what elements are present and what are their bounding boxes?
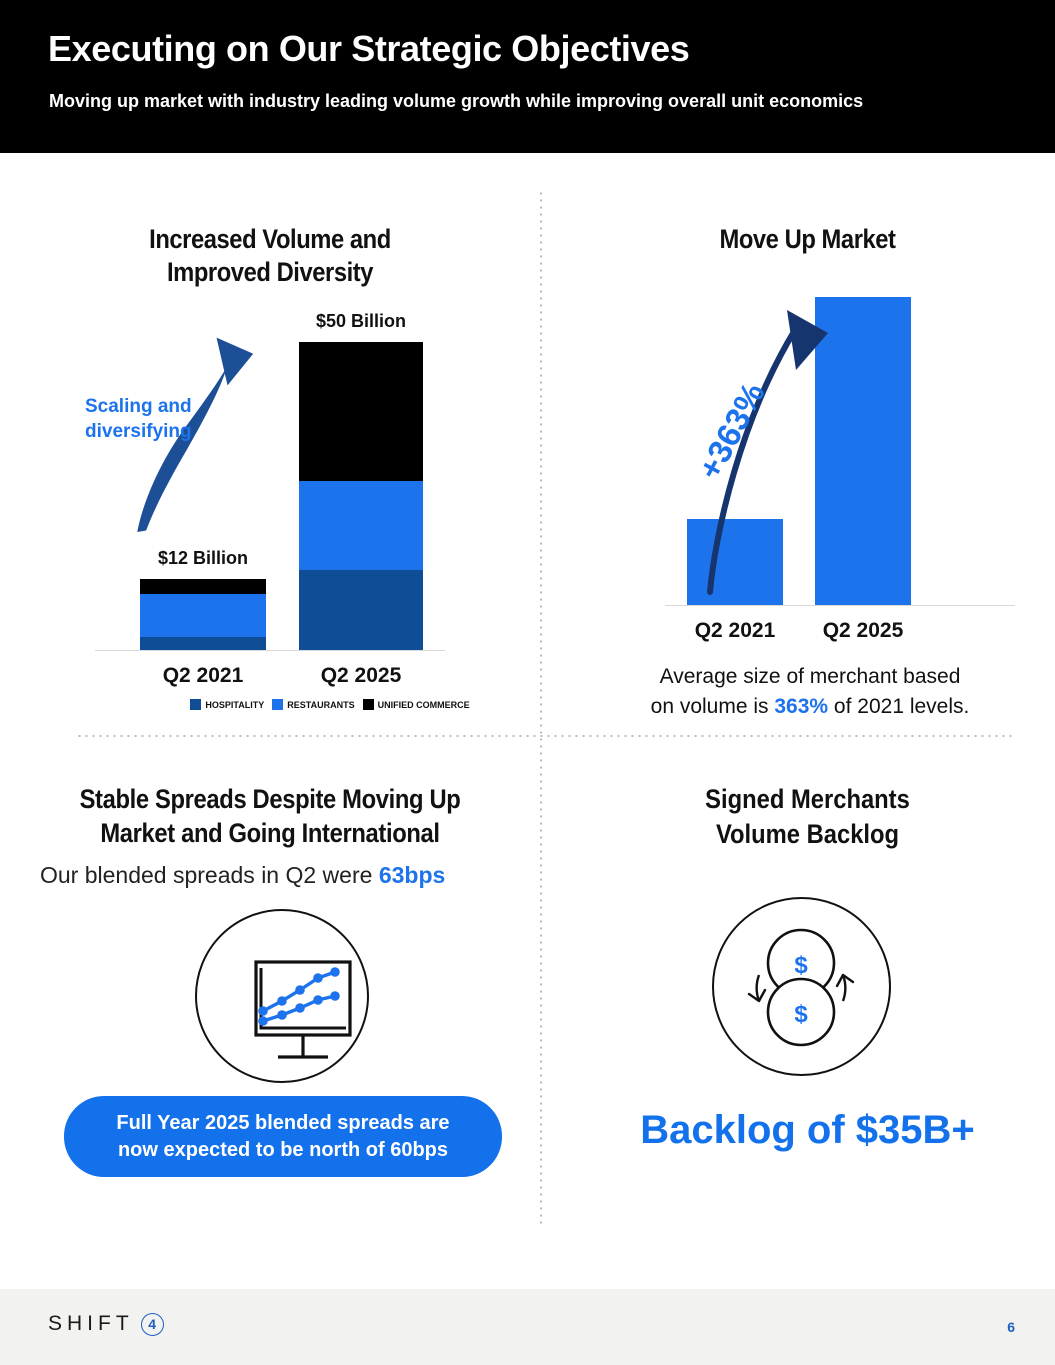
svg-text:$: $: [794, 1001, 808, 1028]
svg-text:$: $: [794, 952, 808, 979]
svg-text:+363%: +363%: [695, 376, 772, 485]
